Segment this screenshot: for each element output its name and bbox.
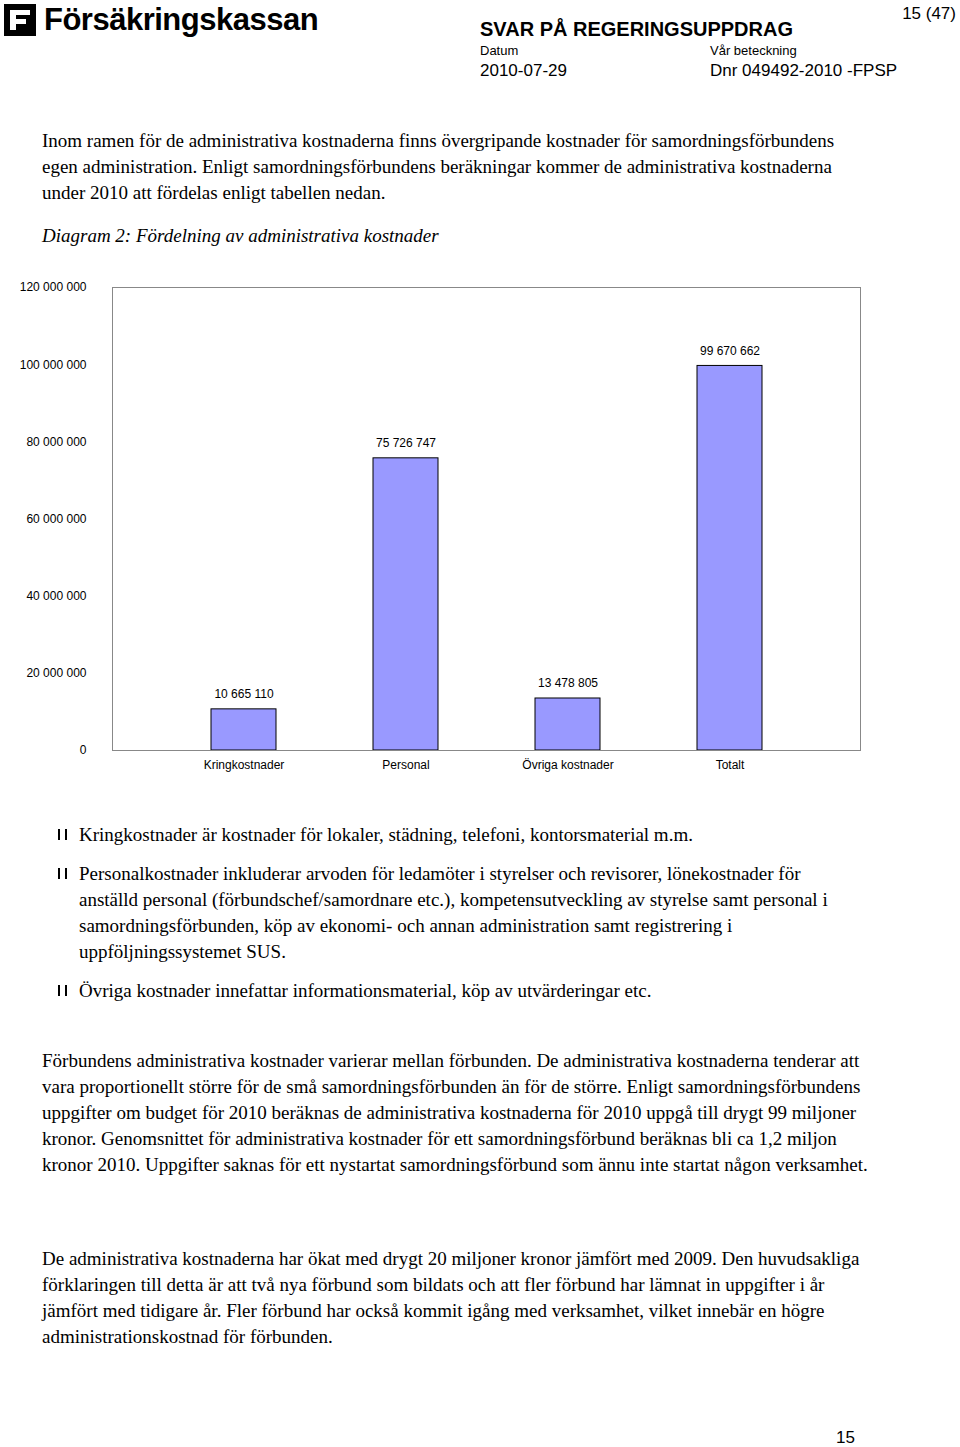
html-text:2010-07-29: 2010-07-29 [480, 61, 567, 80]
svg-text:Övriga kostnader: Övriga kostnader [522, 758, 613, 772]
svg-text:10 665 110: 10 665 110 [214, 687, 273, 701]
svg-text:20 000 000: 20 000 000 [26, 666, 86, 680]
html-text:Försäkringskassan: Försäkringskassan [44, 2, 319, 37]
html-text:15: 15 [836, 1428, 855, 1447]
html-text:Inom ramen för de administrati: Inom ramen för de administrativa kostnad… [42, 130, 835, 203]
svg-text:60 000 000: 60 000 000 [26, 512, 86, 526]
svg-text:Kringkostnader: Kringkostnader [204, 758, 285, 772]
svg-text:80 000 000: 80 000 000 [26, 435, 86, 449]
html-text:Diagram 2: Fördelning av admin: Diagram 2: Fördelning av administrativa … [42, 225, 439, 246]
svg-text:100 000 000: 100 000 000 [20, 358, 87, 372]
html-text:15 (47): 15 (47) [902, 4, 956, 23]
svg-text:0: 0 [80, 743, 87, 757]
svg-text:Totalt: Totalt [716, 758, 745, 772]
html-text:SVAR PÅ REGERINGSUPPDRAG: SVAR PÅ REGERINGSUPPDRAG [480, 18, 793, 40]
svg-text:40 000 000: 40 000 000 [26, 589, 86, 603]
html-text:Personalkostnader inkluderar a: Personalkostnader inkluderar arvoden för… [79, 863, 828, 962]
html-text:Kringkostnader är kostnader fö: Kringkostnader är kostnader för lokaler,… [79, 824, 693, 845]
svg-text:99 670 662: 99 670 662 [700, 344, 760, 358]
svg-text:120 000 000: 120 000 000 [20, 280, 87, 294]
html-text:Övriga kostnader innefattar in: Övriga kostnader innefattar informations… [79, 980, 652, 1001]
svg-text:75 726 747: 75 726 747 [376, 436, 436, 450]
html-text:Vår beteckning: Vår beteckning [710, 43, 797, 58]
html-text:De administrativa kostnaderna: De administrativa kostnaderna har ökat m… [42, 1248, 860, 1347]
html-text:Förbundens administrativa kost: Förbundens administrativa kostnader vari… [42, 1050, 868, 1175]
svg-text:13 478 805: 13 478 805 [538, 676, 598, 690]
html-text:Dnr 049492-2010 -FPSP: Dnr 049492-2010 -FPSP [710, 61, 898, 80]
svg-text:Personal: Personal [382, 758, 429, 772]
html-text:Datum: Datum [480, 43, 519, 58]
